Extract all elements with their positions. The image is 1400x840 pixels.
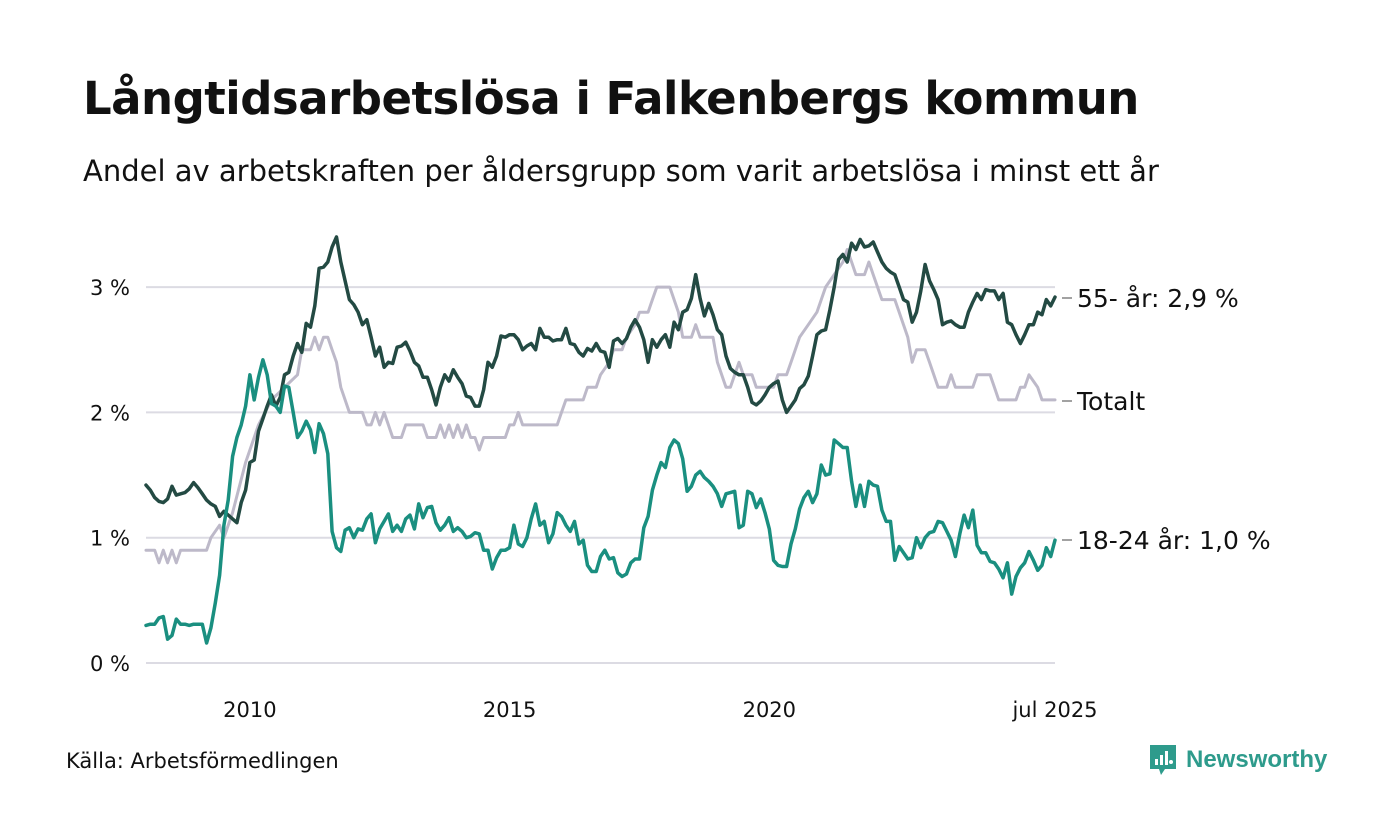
series-end-label-age_18_24: 18-24 år: 1,0 % [1077,526,1271,555]
chart-subtitle: Andel av arbetskraften per åldersgrupp s… [83,154,1159,188]
x-tick-label: 2020 [743,698,796,722]
source-note: Källa: Arbetsförmedlingen [66,749,339,773]
x-tick-label: 2010 [223,698,276,722]
series-end-label-total: Totalt [1076,387,1145,416]
brand-logo[interactable]: Newsworthy [1148,743,1327,777]
y-tick-label: 2 % [90,401,130,425]
y-axis-labels: 0 % 1 % 2 % 3 % [90,276,130,676]
series-lines [144,235,1057,645]
series-end-label-age_55: 55- år: 2,9 % [1077,284,1239,313]
series-line-age_18_24 [144,358,1057,645]
x-tick-label: 2015 [483,698,536,722]
series-line-total [144,248,1057,565]
series-line-age_55 [144,235,1057,525]
brand-name: Newsworthy [1186,746,1328,773]
chart-title: Långtidsarbetslösa i Falkenbergs kommun [83,72,1139,125]
gridlines [146,286,1055,664]
x-axis-labels: 2010 2015 2020 jul 2025 [223,698,1097,722]
x-tick-label: jul 2025 [1011,698,1097,722]
y-tick-label: 0 % [90,652,130,676]
series-end-labels: Totalt 55- år: 2,9 % 18-24 år: 1,0 % [1062,284,1271,555]
newsworthy-logo-icon [1150,745,1176,775]
y-tick-label: 3 % [90,276,130,300]
y-tick-label: 1 % [90,527,130,551]
